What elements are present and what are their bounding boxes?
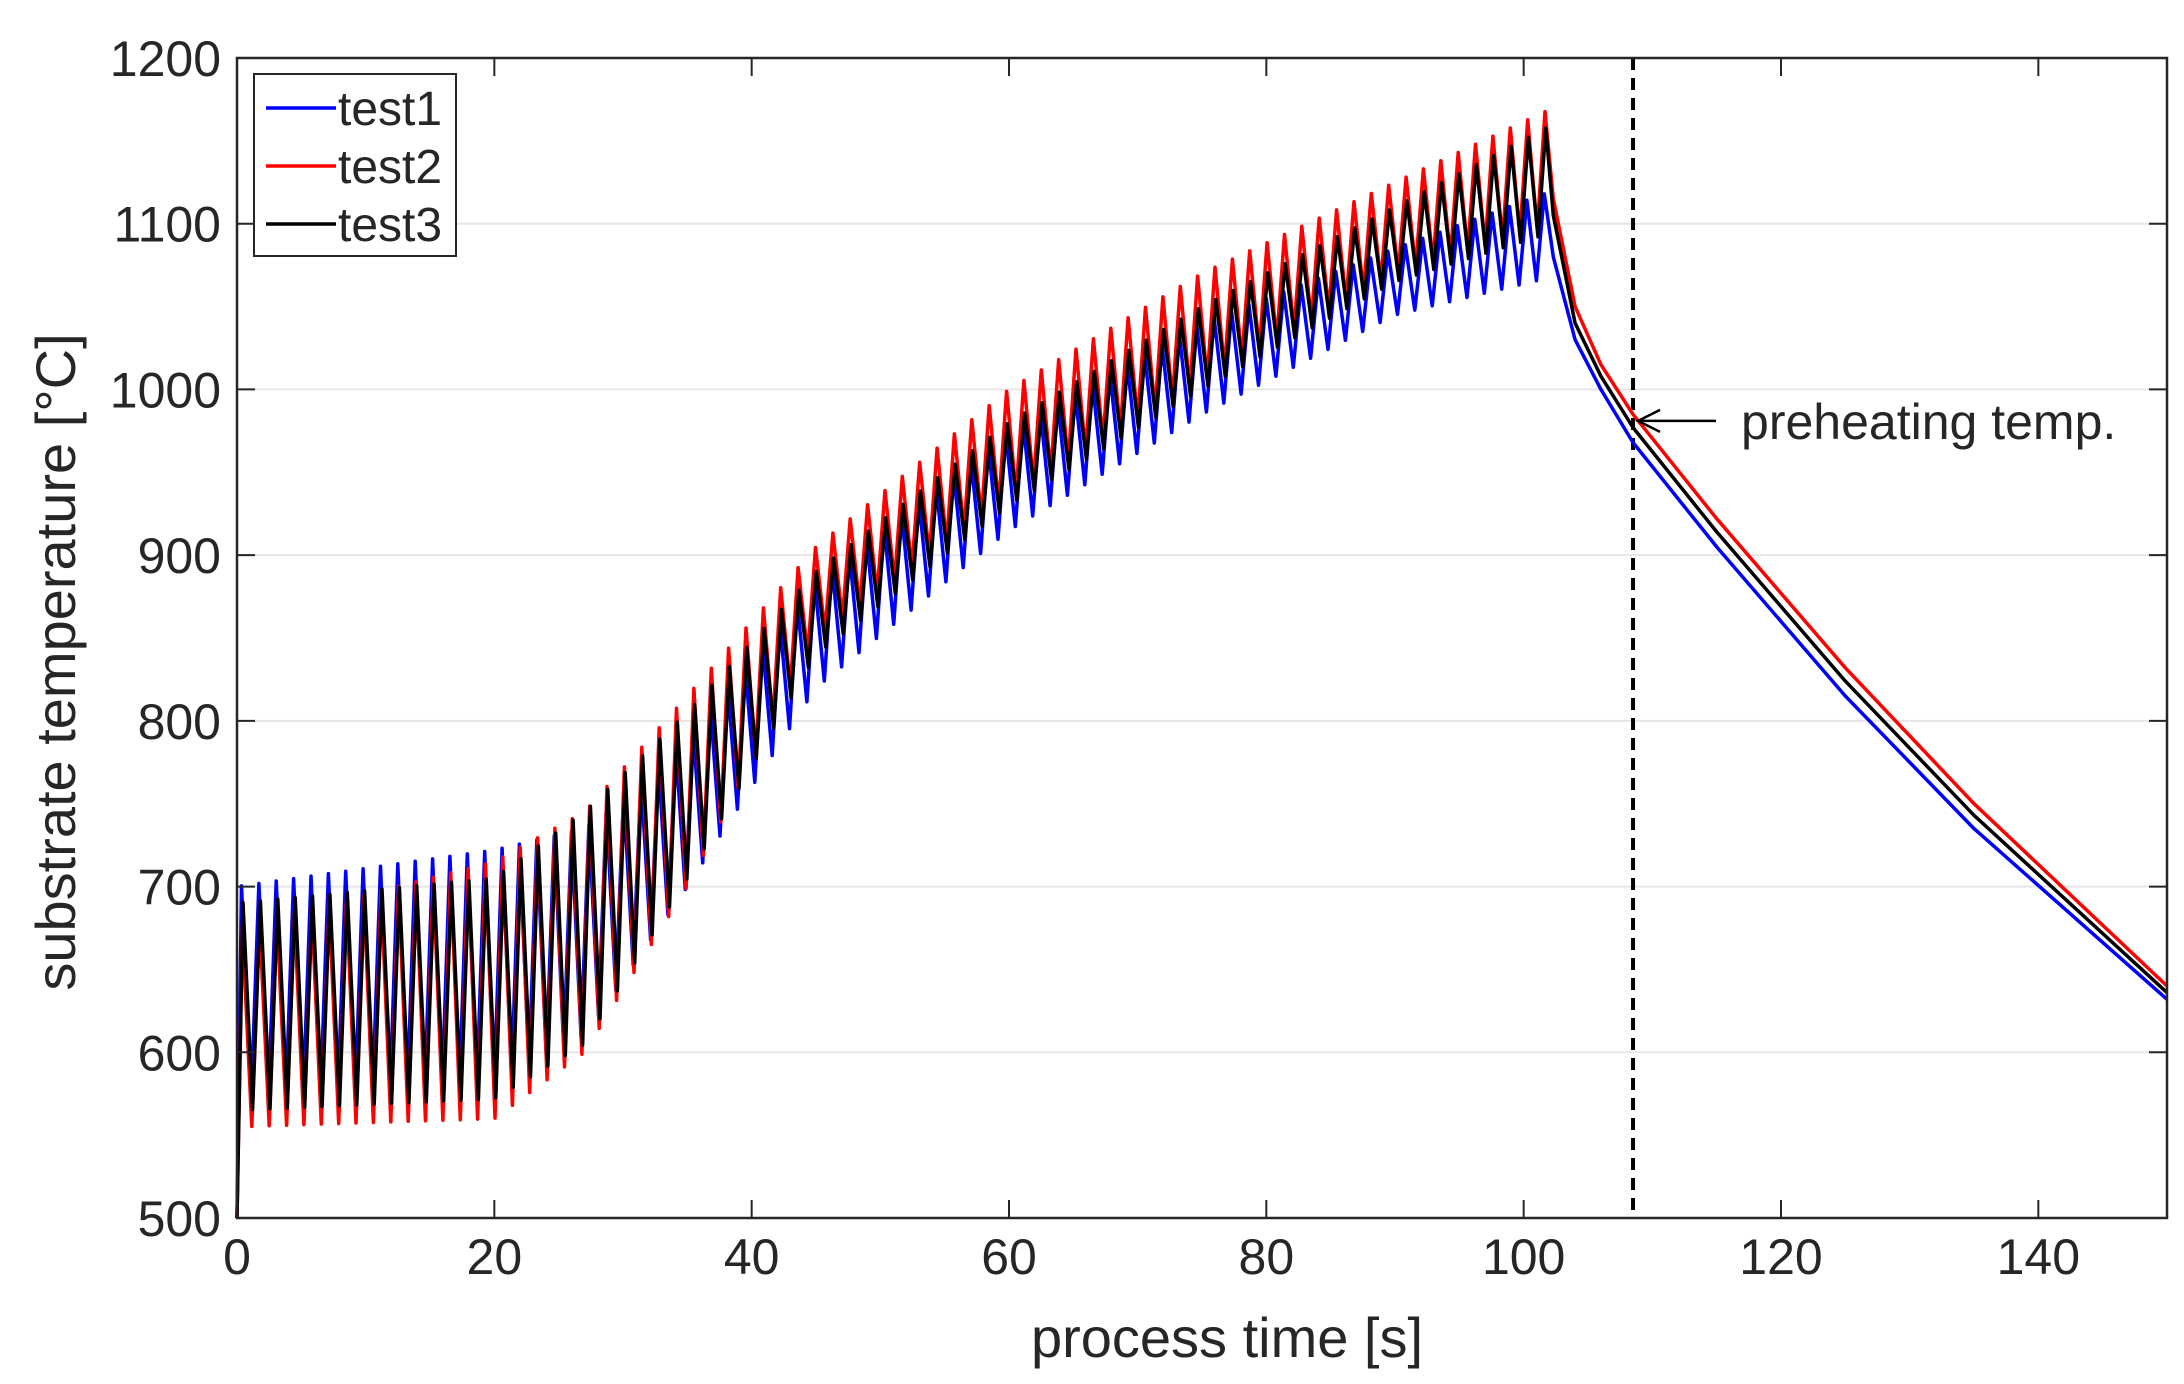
axes-box bbox=[235, 56, 2169, 1220]
y-tick-label: 500 bbox=[138, 1191, 221, 1247]
y-tick-label: 1200 bbox=[110, 31, 221, 87]
y-tick-label: 700 bbox=[138, 860, 221, 916]
x-tick-label: 140 bbox=[1997, 1229, 2080, 1285]
y-axis-label: substrate temperature [°C] bbox=[24, 333, 87, 990]
x-tick-label: 100 bbox=[1482, 1229, 1565, 1285]
x-tick-label: 0 bbox=[223, 1229, 251, 1285]
annotation-text: preheating temp. bbox=[1741, 394, 2116, 450]
x-tick-label: 40 bbox=[724, 1229, 780, 1285]
x-axis-label: process time [s] bbox=[1031, 1306, 1423, 1369]
y-tick-label: 800 bbox=[138, 694, 221, 750]
x-tick-label: 20 bbox=[467, 1229, 523, 1285]
annotation-arrow-head bbox=[1635, 408, 1661, 434]
y-tick-label: 900 bbox=[138, 528, 221, 584]
y-tick-label: 1100 bbox=[113, 197, 221, 253]
legend-label-test2: test2 bbox=[338, 141, 442, 194]
series-line-test3 bbox=[235, 126, 2169, 1219]
y-tick-label: 1000 bbox=[110, 362, 221, 418]
x-tick-label: 60 bbox=[981, 1229, 1037, 1285]
x-tick-label: 80 bbox=[1239, 1229, 1295, 1285]
tick-labels: 0 20 40 60 80 100 120 140 500 600 700 800 900 1000 110… bbox=[110, 31, 2080, 1285]
axes bbox=[235, 56, 2169, 1220]
y-tick-label: 600 bbox=[138, 1025, 221, 1081]
x-tick-label: 120 bbox=[1739, 1229, 1822, 1285]
legend-label-test3: test3 bbox=[338, 199, 442, 252]
legend-label-test1: test1 bbox=[338, 83, 442, 136]
series-layer: preheating temp. bbox=[235, 109, 2169, 1219]
